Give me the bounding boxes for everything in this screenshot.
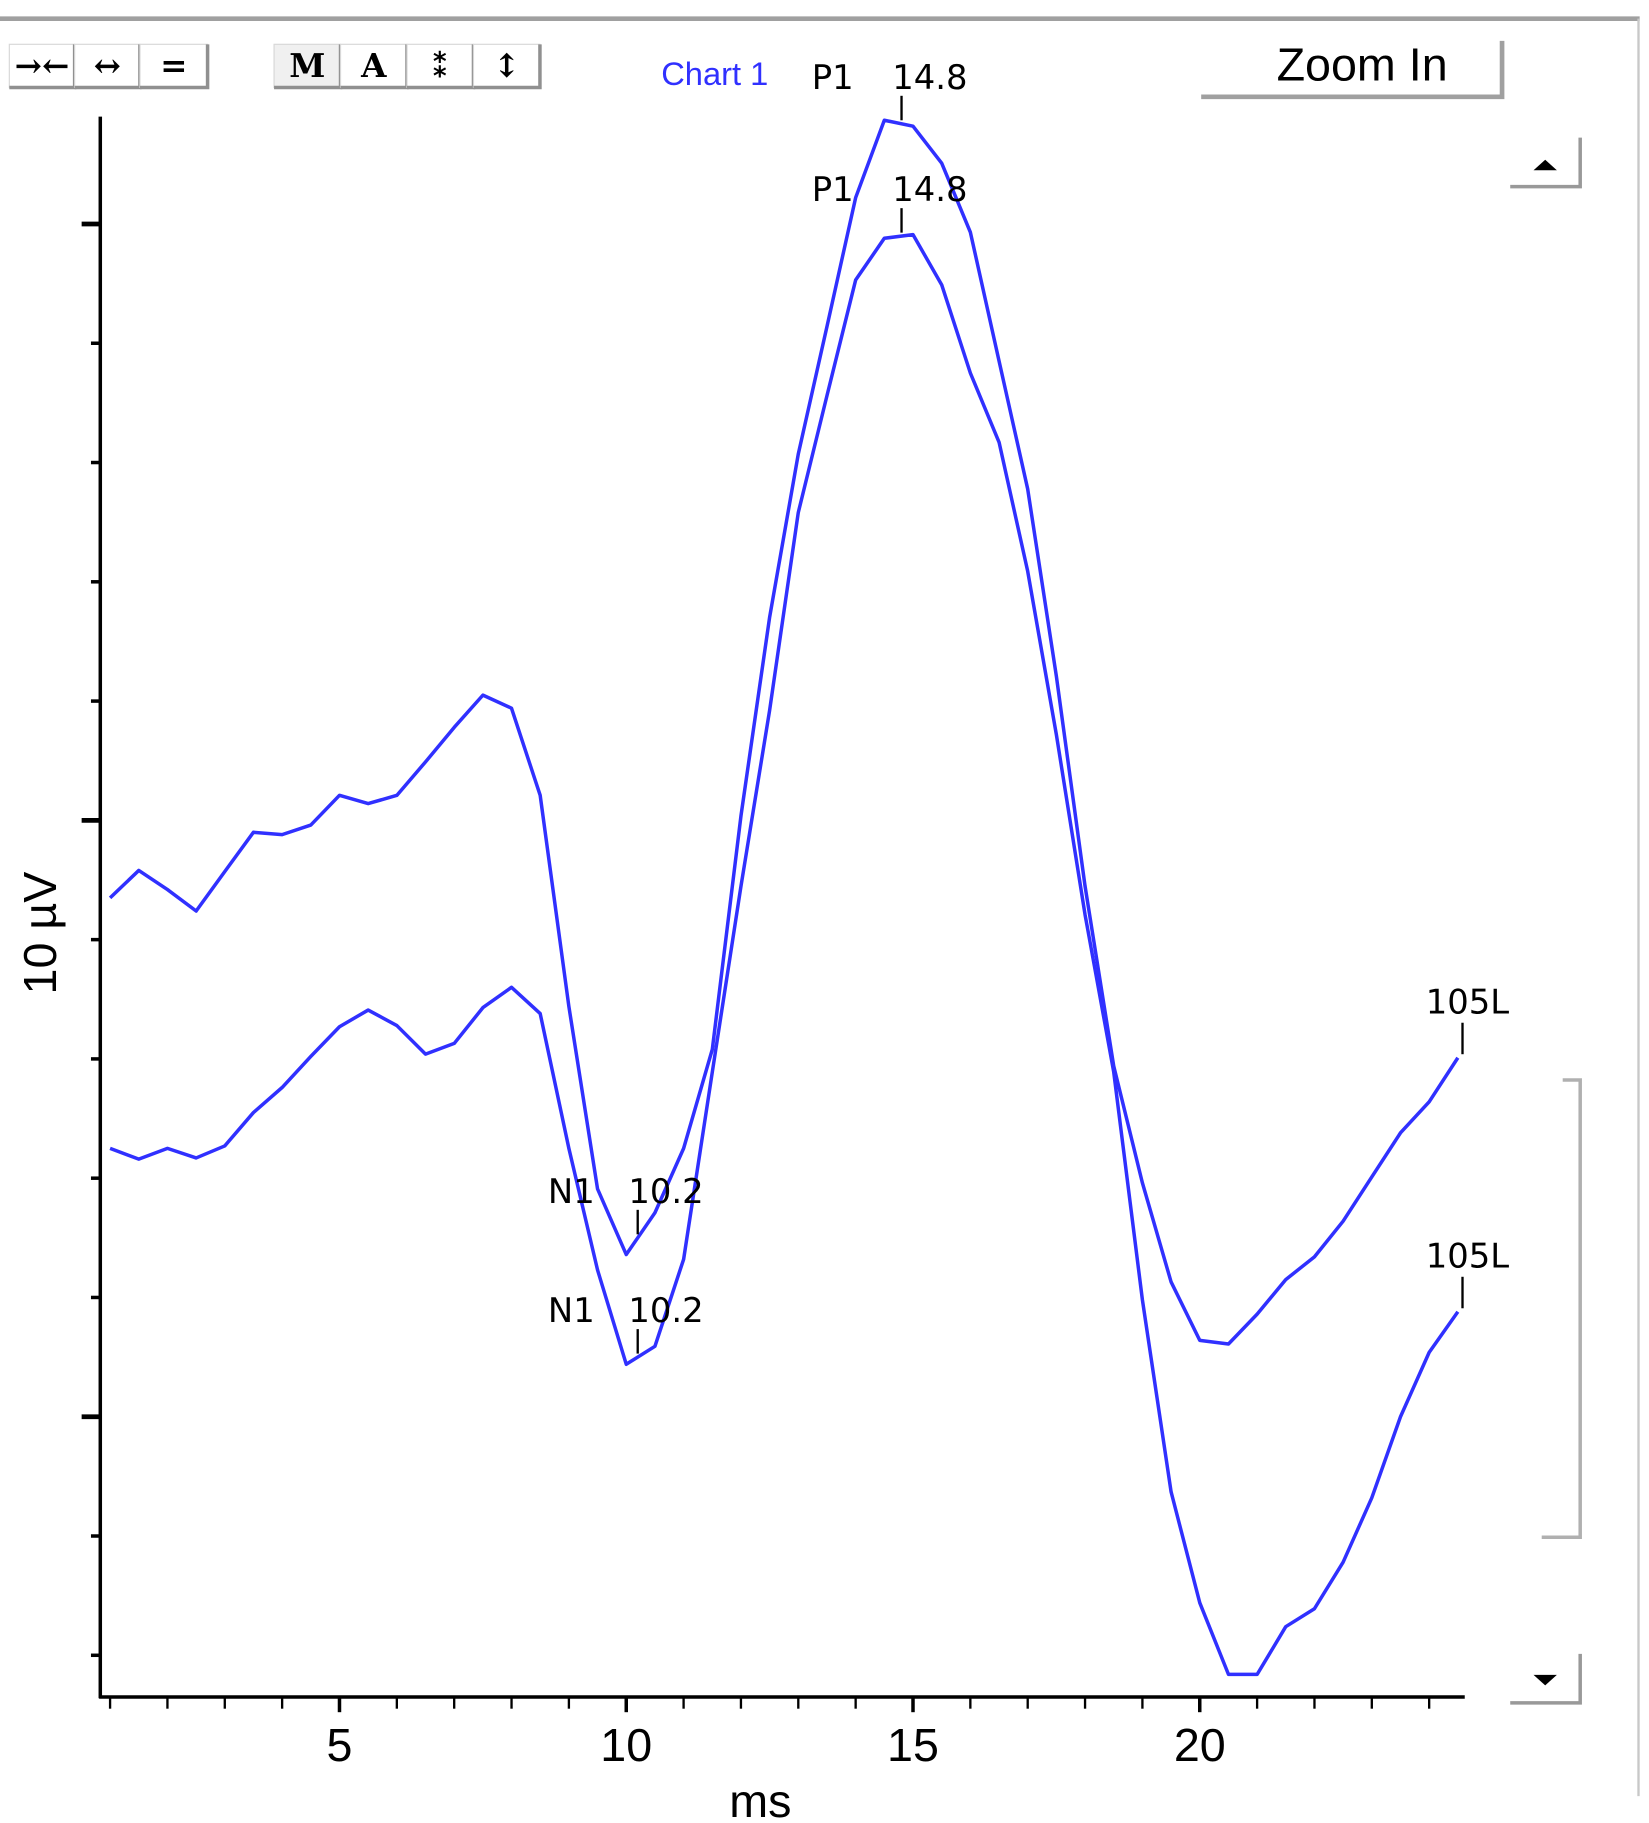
toolbar-label: = [160, 46, 187, 85]
toolbar-label: →← [15, 46, 70, 85]
toolbar-label: ↕ [493, 46, 520, 85]
scroll-thumb[interactable] [1541, 1078, 1582, 1539]
x-tick-label: 10 [600, 1719, 652, 1771]
zoom-in-label: Zoom In [1277, 38, 1448, 90]
button-face [139, 43, 209, 89]
toolbar-label: M [289, 46, 325, 85]
y-axis-label: 10 µV [14, 872, 66, 995]
peak-latency: 14.8 [892, 170, 967, 209]
button-edge [473, 44, 542, 90]
x-tick-label: 20 [1174, 1719, 1226, 1771]
button-edge [1201, 40, 1505, 100]
toolbar-button[interactable]: ⁑ [406, 43, 476, 90]
toolbar-label: ⁑ [432, 46, 449, 85]
down-arrow [1533, 1674, 1557, 1686]
peak-latency: 10.2 [628, 1172, 703, 1211]
peak-label: N1 [548, 1172, 595, 1211]
toolbar-button[interactable]: = [139, 43, 210, 90]
button-face [1201, 40, 1503, 97]
peak-label: P1 [812, 58, 854, 97]
legend-entry: Chart 1 [661, 55, 768, 92]
up-arrow [1533, 159, 1557, 171]
toolbar-button[interactable]: →← [8, 43, 77, 90]
button-face [339, 43, 408, 89]
x-axis-label: ms [729, 1775, 791, 1823]
x-tick-label: 5 [327, 1719, 353, 1771]
toolbar-label: A [360, 46, 387, 85]
button-edge [1510, 1653, 1582, 1705]
zoom-in-button[interactable]: Zoom In [1201, 38, 1505, 100]
peak-label: P1 [812, 170, 854, 209]
button-face [406, 43, 475, 89]
peak-label: N1 [548, 1291, 595, 1330]
button-face [273, 43, 342, 89]
trace [108, 118, 1460, 1346]
button-face [74, 43, 141, 89]
scroll-down-button[interactable] [1510, 1653, 1582, 1705]
x-tick-label: 15 [887, 1719, 939, 1771]
trace [109, 232, 1460, 1677]
end-label: 105L [1426, 1236, 1510, 1275]
toolbar-button[interactable]: M [273, 43, 343, 90]
peak-latency: 10.2 [628, 1291, 703, 1330]
toolbar-button[interactable]: A [339, 43, 409, 90]
peak-latency: 14.8 [892, 58, 967, 97]
scroll-up-button[interactable] [1510, 137, 1582, 189]
toolbar-label: ↔ [94, 46, 121, 85]
end-label: 105L [1426, 982, 1510, 1021]
button-face [472, 43, 541, 89]
button-edge [1510, 137, 1582, 189]
toolbar-button[interactable]: ↔ [74, 43, 142, 90]
button-edge [139, 44, 210, 90]
toolbar-button[interactable]: ↕ [472, 43, 542, 90]
